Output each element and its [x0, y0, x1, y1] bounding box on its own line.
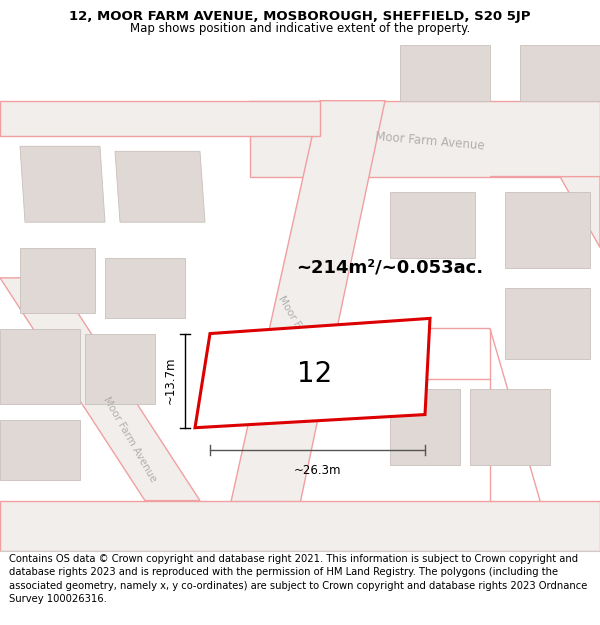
- Polygon shape: [20, 248, 95, 313]
- Polygon shape: [220, 101, 385, 551]
- Polygon shape: [0, 278, 200, 501]
- Polygon shape: [195, 318, 430, 428]
- Polygon shape: [470, 389, 550, 465]
- Polygon shape: [520, 45, 600, 101]
- Text: ~214m²/~0.053ac.: ~214m²/~0.053ac.: [296, 259, 484, 277]
- Text: 12, MOOR FARM AVENUE, MOSBOROUGH, SHEFFIELD, S20 5JP: 12, MOOR FARM AVENUE, MOSBOROUGH, SHEFFI…: [69, 10, 531, 23]
- Text: Moor Farm Avenue: Moor Farm Avenue: [101, 396, 158, 484]
- Polygon shape: [400, 45, 490, 101]
- Polygon shape: [85, 334, 155, 404]
- Polygon shape: [490, 177, 600, 248]
- Text: Moor Farm Avenue: Moor Farm Avenue: [277, 294, 334, 383]
- Polygon shape: [0, 101, 320, 136]
- Polygon shape: [20, 146, 105, 222]
- Polygon shape: [115, 151, 205, 222]
- Polygon shape: [250, 101, 600, 177]
- Text: Contains OS data © Crown copyright and database right 2021. This information is : Contains OS data © Crown copyright and d…: [9, 554, 587, 604]
- Polygon shape: [505, 192, 590, 268]
- Polygon shape: [390, 192, 475, 258]
- Text: Map shows position and indicative extent of the property.: Map shows position and indicative extent…: [130, 22, 470, 35]
- Polygon shape: [505, 288, 590, 359]
- Text: Moor Farm Avenue: Moor Farm Avenue: [375, 130, 485, 152]
- Text: ~26.3m: ~26.3m: [294, 464, 341, 477]
- Text: ~13.7m: ~13.7m: [164, 357, 177, 404]
- Polygon shape: [0, 501, 600, 551]
- Polygon shape: [390, 389, 460, 465]
- Polygon shape: [0, 419, 80, 481]
- Polygon shape: [0, 329, 80, 404]
- Polygon shape: [105, 258, 185, 318]
- Text: 12: 12: [298, 359, 332, 388]
